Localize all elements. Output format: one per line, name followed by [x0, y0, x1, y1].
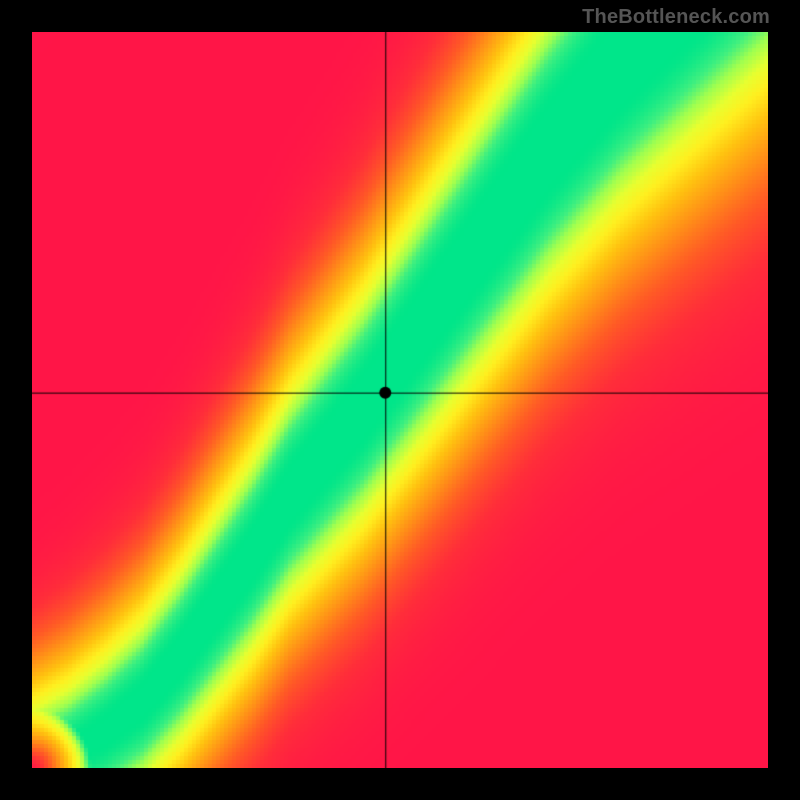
watermark-text: TheBottleneck.com	[582, 6, 770, 29]
bottleneck-heatmap	[32, 32, 768, 768]
chart-container: TheBottleneck.com	[0, 0, 800, 800]
